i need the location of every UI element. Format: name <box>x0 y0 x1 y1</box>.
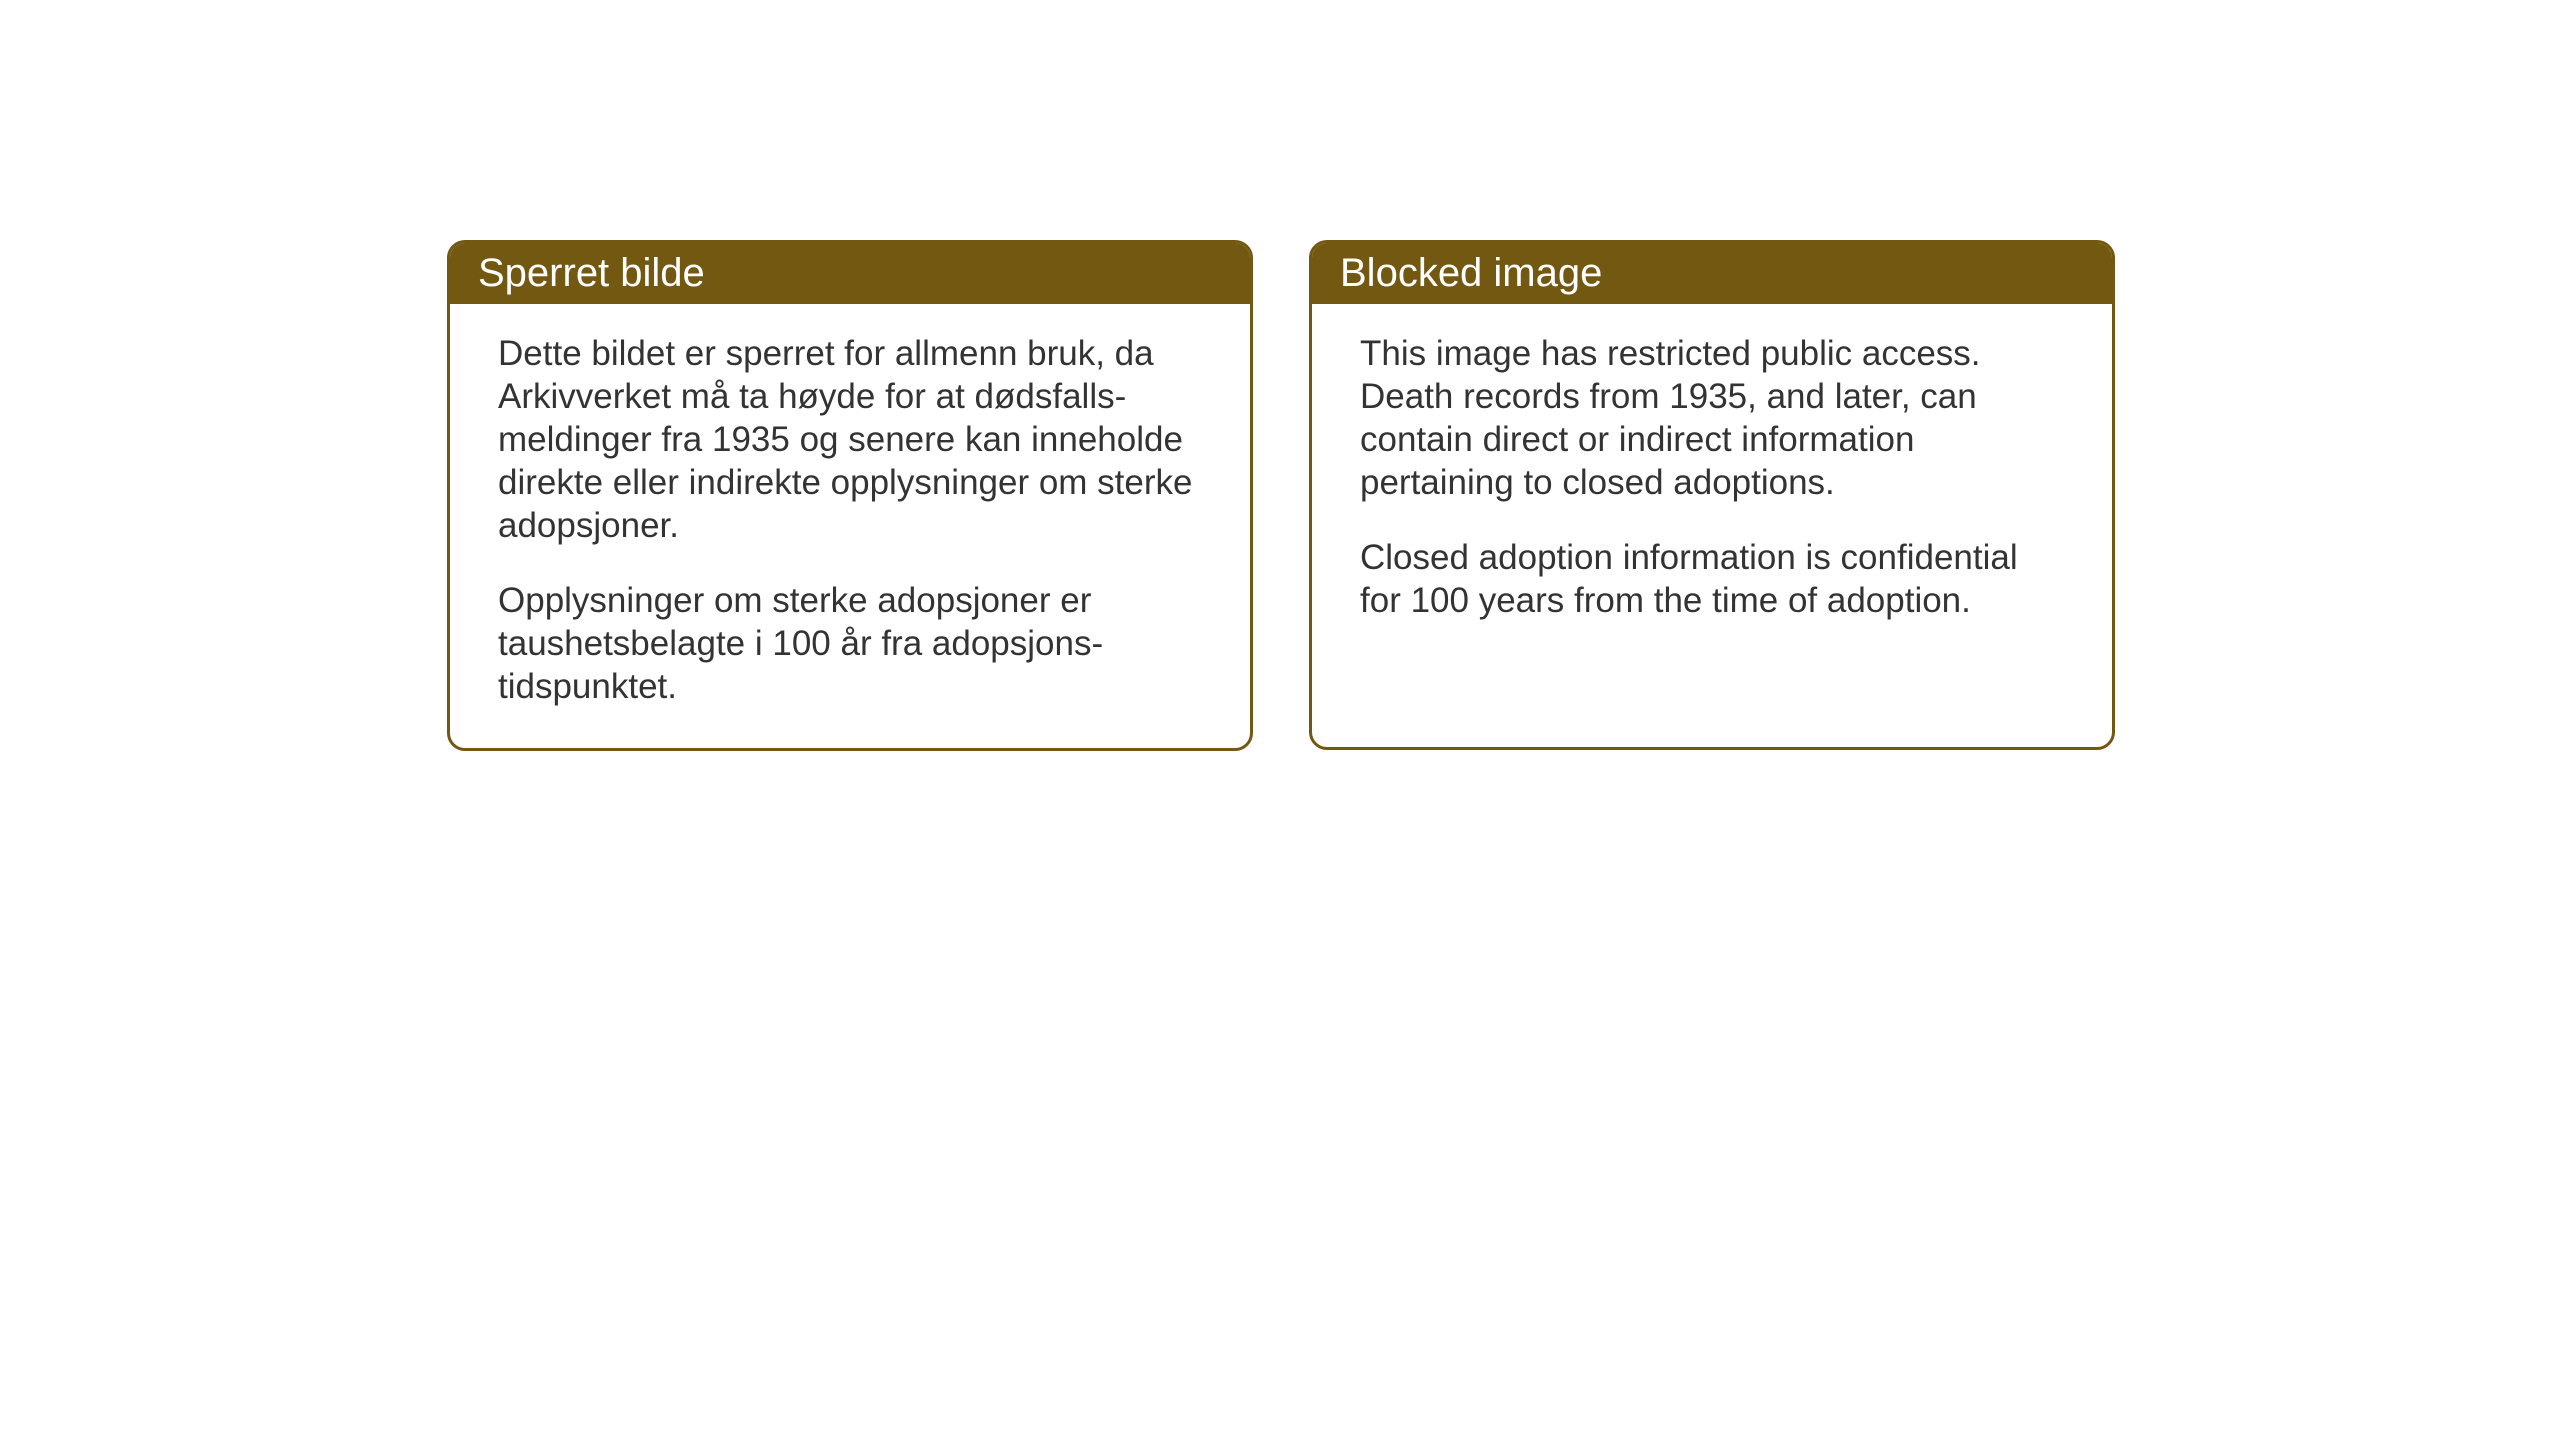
card-header-norwegian: Sperret bilde <box>450 243 1250 304</box>
card-body-norwegian: Dette bildet er sperret for allmenn bruk… <box>450 304 1250 748</box>
paragraph-2-english: Closed adoption information is confident… <box>1360 536 2064 622</box>
paragraph-1-norwegian: Dette bildet er sperret for allmenn bruk… <box>498 332 1202 547</box>
card-body-english: This image has restricted public access.… <box>1312 304 2112 662</box>
paragraph-2-norwegian: Opplysninger om sterke adopsjoner er tau… <box>498 579 1202 708</box>
notice-container: Sperret bilde Dette bildet er sperret fo… <box>447 240 2115 751</box>
paragraph-1-english: This image has restricted public access.… <box>1360 332 2064 504</box>
card-title-norwegian: Sperret bilde <box>478 251 705 295</box>
notice-card-norwegian: Sperret bilde Dette bildet er sperret fo… <box>447 240 1253 751</box>
card-header-english: Blocked image <box>1312 243 2112 304</box>
notice-card-english: Blocked image This image has restricted … <box>1309 240 2115 750</box>
card-title-english: Blocked image <box>1340 251 1602 295</box>
